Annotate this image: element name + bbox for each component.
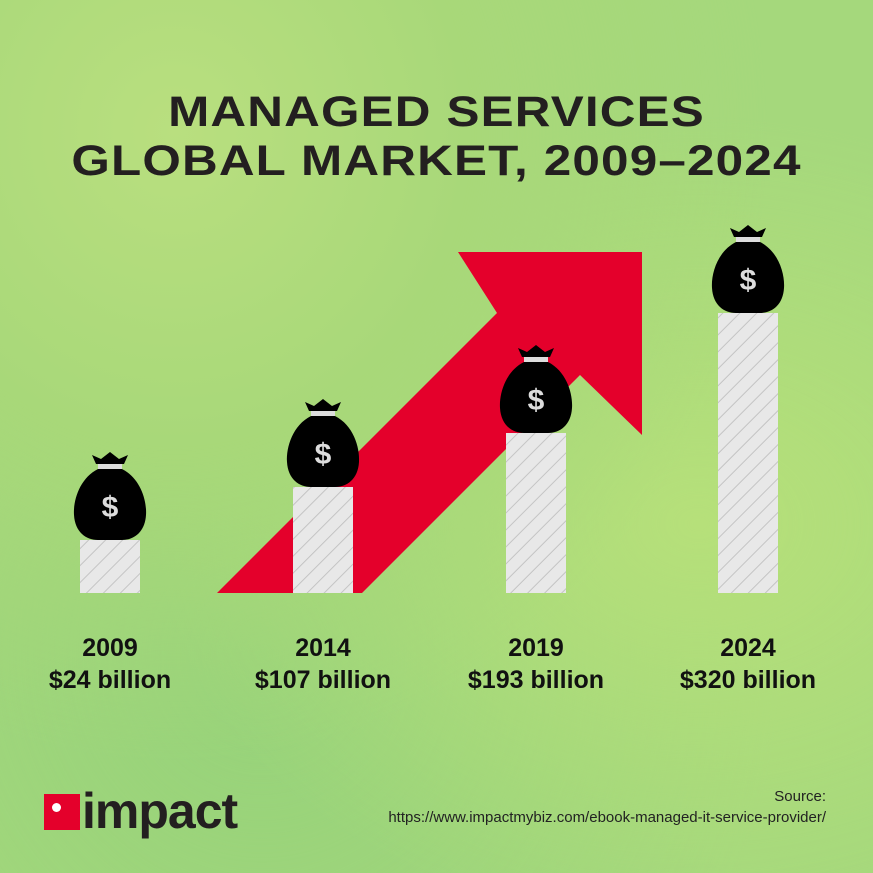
source-label: Source: bbox=[774, 788, 826, 805]
category-label: 2024 $320 billion bbox=[648, 632, 848, 696]
svg-text:$: $ bbox=[315, 438, 332, 471]
logo-text: impact bbox=[82, 783, 238, 839]
year-label: 2014 bbox=[295, 634, 351, 662]
svg-text:$: $ bbox=[740, 264, 757, 297]
title-line-1: MANAGED SERVICES bbox=[168, 88, 705, 136]
year-label: 2019 bbox=[508, 634, 564, 662]
value-label: $193 billion bbox=[467, 666, 605, 694]
money-bag-icon: $ bbox=[73, 452, 147, 540]
category-label: 2019 $193 billion bbox=[436, 632, 636, 696]
source-note: Source: https://www.impactmybiz.com/eboo… bbox=[388, 786, 826, 828]
bar-2014 bbox=[293, 487, 353, 593]
year-label: 2024 bbox=[720, 634, 776, 662]
value-label: $24 billion bbox=[48, 666, 172, 694]
svg-text:$: $ bbox=[528, 384, 545, 417]
bar-2024 bbox=[718, 313, 778, 593]
impact-logo: impact bbox=[44, 783, 238, 839]
growth-arrow bbox=[217, 252, 642, 593]
chart-title: MANAGED SERVICES GLOBAL MARKET, 2009–202… bbox=[0, 88, 873, 186]
bar-2009 bbox=[80, 540, 140, 593]
value-label: $107 billion bbox=[254, 666, 392, 694]
svg-text:$: $ bbox=[102, 491, 119, 524]
bar-2019 bbox=[506, 433, 566, 593]
value-label: $320 billion bbox=[679, 666, 817, 694]
source-url[interactable]: https://www.impactmybiz.com/ebook-manage… bbox=[388, 809, 826, 826]
money-bag-icon: $ bbox=[499, 345, 573, 433]
category-label: 2014 $107 billion bbox=[223, 632, 423, 696]
logo-mark bbox=[44, 794, 80, 830]
title-line-2: GLOBAL MARKET, 2009–2024 bbox=[71, 137, 802, 185]
money-bag-icon: $ bbox=[286, 399, 360, 487]
year-label: 2009 bbox=[82, 634, 138, 662]
category-label: 2009 $24 billion bbox=[10, 632, 210, 696]
money-bag-icon: $ bbox=[711, 225, 785, 313]
